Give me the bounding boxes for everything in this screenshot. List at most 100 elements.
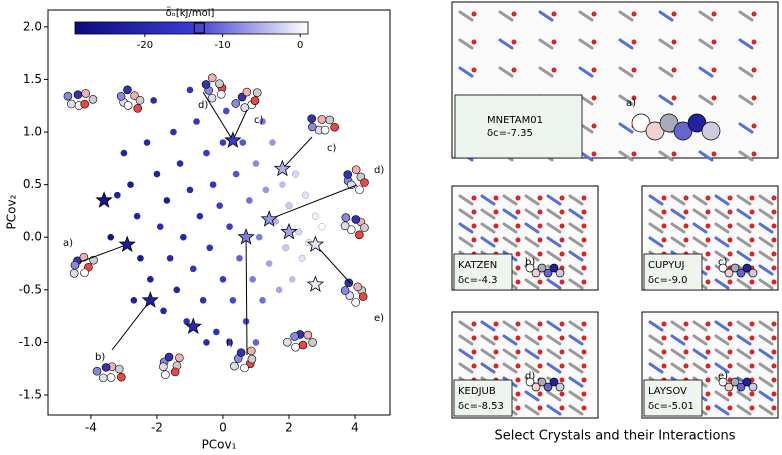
crystal-bond xyxy=(502,236,518,248)
panel-tag: b) xyxy=(525,257,535,268)
crystal-bond xyxy=(738,94,754,106)
crystal-atom xyxy=(581,237,587,243)
molecule-atom xyxy=(123,85,132,95)
crystal-atom xyxy=(751,123,757,129)
point xyxy=(298,254,306,262)
crystal-atom xyxy=(559,251,565,257)
molecule-atom xyxy=(231,99,241,108)
crystal-atom xyxy=(631,95,637,101)
point xyxy=(114,191,121,199)
crystal-atom xyxy=(471,67,477,73)
crystal-bond xyxy=(692,334,708,346)
point xyxy=(279,181,286,188)
crystal-atom xyxy=(749,195,755,201)
point xyxy=(311,212,319,220)
crystal-bond xyxy=(618,66,634,78)
crystal-bond xyxy=(658,94,674,106)
crystal-bond xyxy=(698,38,714,50)
molecule-atom xyxy=(73,90,83,99)
crystal-atom xyxy=(493,195,499,201)
crystal-bond xyxy=(714,250,730,262)
crystal-atom xyxy=(671,95,677,101)
crystal-atom xyxy=(727,279,733,285)
molecule-atom xyxy=(106,373,116,382)
crystal-bond xyxy=(648,320,664,332)
panel-label-box xyxy=(453,253,513,291)
crystal-atom xyxy=(661,335,667,341)
crystal-atom xyxy=(471,349,477,355)
crystal-atom xyxy=(581,391,587,397)
crystal-atom xyxy=(559,195,565,201)
molecule-atom xyxy=(317,115,327,124)
crystal-atom xyxy=(559,279,565,285)
crystal-bond xyxy=(648,362,664,374)
crystal-bond xyxy=(538,38,554,50)
crystal-atom xyxy=(751,39,757,45)
crystal-atom xyxy=(559,335,565,341)
crystal-atom xyxy=(581,209,587,215)
molecule-atom xyxy=(201,80,211,89)
crystal-atom xyxy=(537,223,543,229)
point xyxy=(199,297,207,304)
crystal-atom xyxy=(727,405,733,411)
crystal-bond xyxy=(714,348,730,360)
point xyxy=(265,260,273,267)
molecule-atom xyxy=(736,268,746,278)
panel-label-box xyxy=(643,253,703,291)
crystal-bond xyxy=(568,390,584,402)
crystal-atom xyxy=(515,279,521,285)
panel-label-box xyxy=(453,379,513,417)
crystal-bond xyxy=(758,194,774,206)
crystal-atom xyxy=(537,321,543,327)
crystal-bond xyxy=(546,362,562,374)
annotation-label: d) xyxy=(374,165,384,176)
crystal-atom xyxy=(551,11,557,17)
crystal-bond xyxy=(658,38,674,50)
panel-label-box xyxy=(454,94,583,159)
colorbar-label: δ̃ₒ[kJ/mol] xyxy=(166,5,215,19)
panel-tag: a) xyxy=(626,98,636,109)
panel-delta: δc=-9.0 xyxy=(648,275,688,286)
crystal-bond xyxy=(524,362,540,374)
molecule-atom xyxy=(330,122,339,132)
molecule-atom xyxy=(308,338,317,347)
crystal-bond xyxy=(568,334,584,346)
molecule-atom xyxy=(230,361,239,371)
molecule-atom xyxy=(159,362,168,371)
crystal-bond xyxy=(698,10,714,22)
crystal-atom xyxy=(751,151,757,157)
crystal-atom xyxy=(661,237,667,243)
crystal-bond xyxy=(692,222,708,234)
crystal-bond xyxy=(538,66,554,78)
molecule-atom xyxy=(543,268,553,278)
crystal-atom xyxy=(591,123,597,129)
point xyxy=(203,149,210,157)
crystal-atom xyxy=(749,209,755,215)
crystal-atom xyxy=(559,237,565,243)
crystal-bond xyxy=(524,194,540,206)
crystal-atom xyxy=(581,363,587,369)
molecule-atom xyxy=(135,95,145,105)
crystal-bond xyxy=(480,208,496,220)
crystal-bond xyxy=(480,194,496,206)
crystal-atom xyxy=(581,377,587,383)
crystal-bond xyxy=(480,334,496,346)
crystal-bond xyxy=(648,194,664,206)
crystal-atom xyxy=(631,11,637,17)
molecule-atom xyxy=(170,367,180,377)
crystal-bond xyxy=(736,390,752,402)
crystal-bond xyxy=(670,320,686,332)
crystal-bond xyxy=(736,236,752,248)
crystal-bond xyxy=(546,194,562,206)
crystal-bond xyxy=(736,320,752,332)
crystal-bond xyxy=(458,222,474,234)
crystal-atom xyxy=(581,265,587,271)
crystal-bond xyxy=(524,250,540,262)
molecule-atom xyxy=(247,354,257,364)
crystal-atom xyxy=(515,195,521,201)
highlighted-star xyxy=(224,131,242,148)
crystal-bond xyxy=(758,404,774,416)
crystal-bond xyxy=(758,362,774,374)
crystal-bond xyxy=(502,362,518,374)
crystal-bond xyxy=(714,194,730,206)
